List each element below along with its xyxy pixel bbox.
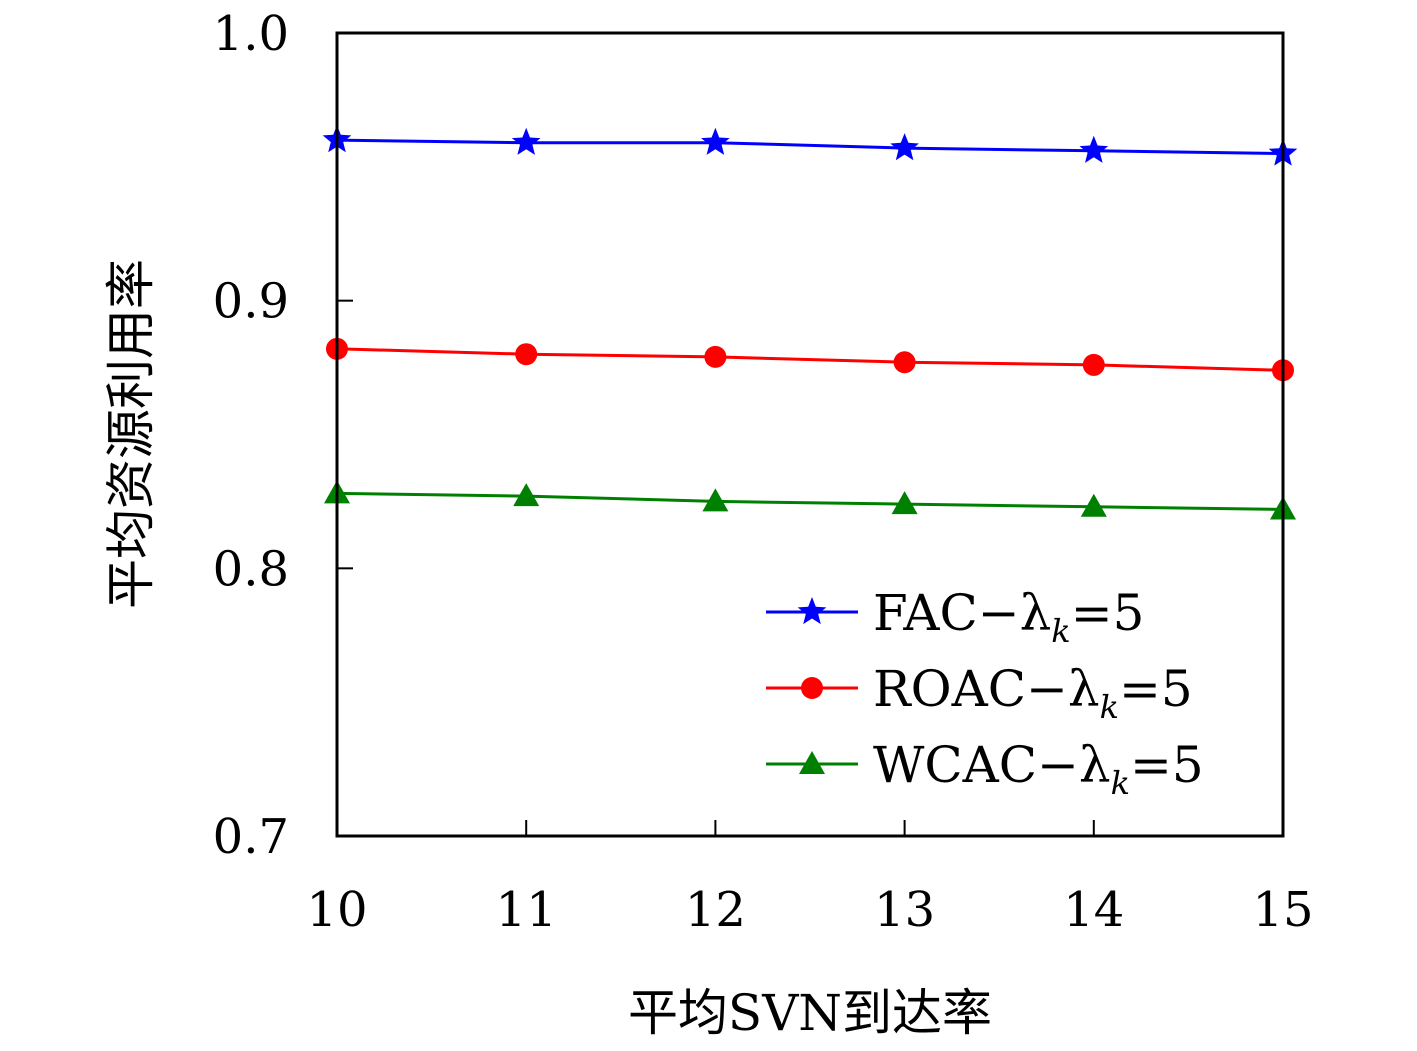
series-line	[336, 347, 1284, 372]
data-point	[1080, 493, 1107, 517]
legend-label-subscript: k	[1100, 688, 1119, 726]
legend-marker	[799, 751, 825, 774]
legend-label-tail: =5	[1071, 584, 1145, 642]
legend-label-main: FAC−λ	[873, 584, 1051, 642]
x-tick-label: 15	[1252, 882, 1313, 938]
series-line	[336, 138, 1284, 155]
x-tick-label: 12	[685, 882, 746, 938]
legend-marker	[801, 677, 823, 699]
y-tick-label: 0.7	[213, 809, 289, 865]
x-tick-label: 11	[496, 882, 557, 938]
legend-label-main: ROAC−λ	[873, 660, 1100, 718]
x-tick-label: 13	[874, 882, 935, 938]
legend-label-subscript: k	[1111, 764, 1130, 802]
data-point	[515, 343, 538, 366]
data-point	[1082, 353, 1105, 376]
legend-label: ROAC−λk=5	[873, 660, 1193, 726]
data-point	[704, 345, 727, 368]
legend-marker	[797, 597, 827, 625]
legend-label-main: WCAC−λ	[873, 736, 1111, 794]
legend-label-tail: =5	[1119, 660, 1193, 718]
series-line	[336, 491, 1284, 511]
x-tick-label: 10	[306, 882, 367, 938]
data-point	[893, 351, 916, 374]
data-point	[702, 488, 729, 512]
data-point	[701, 127, 730, 155]
data-point	[891, 491, 918, 515]
y-tick-label: 1.0	[213, 6, 289, 62]
data-point	[513, 483, 540, 507]
data-point	[890, 133, 919, 161]
data-point	[511, 127, 541, 155]
legend-label: WCAC−λk=5	[873, 736, 1204, 802]
x-tick-label: 14	[1063, 882, 1124, 938]
legend-label-tail: =5	[1130, 736, 1204, 794]
y-axis-title: 平均资源利用率	[102, 259, 160, 609]
data-point	[1079, 135, 1109, 163]
y-tick-label: 0.8	[213, 541, 289, 597]
plot-frame	[335, 31, 1285, 838]
y-tick-label: 0.9	[213, 274, 289, 330]
legend-label: FAC−λk=5	[873, 584, 1144, 650]
legend-label-subscript: k	[1051, 612, 1070, 650]
x-axis-title: 平均SVN到达率	[628, 984, 992, 1042]
